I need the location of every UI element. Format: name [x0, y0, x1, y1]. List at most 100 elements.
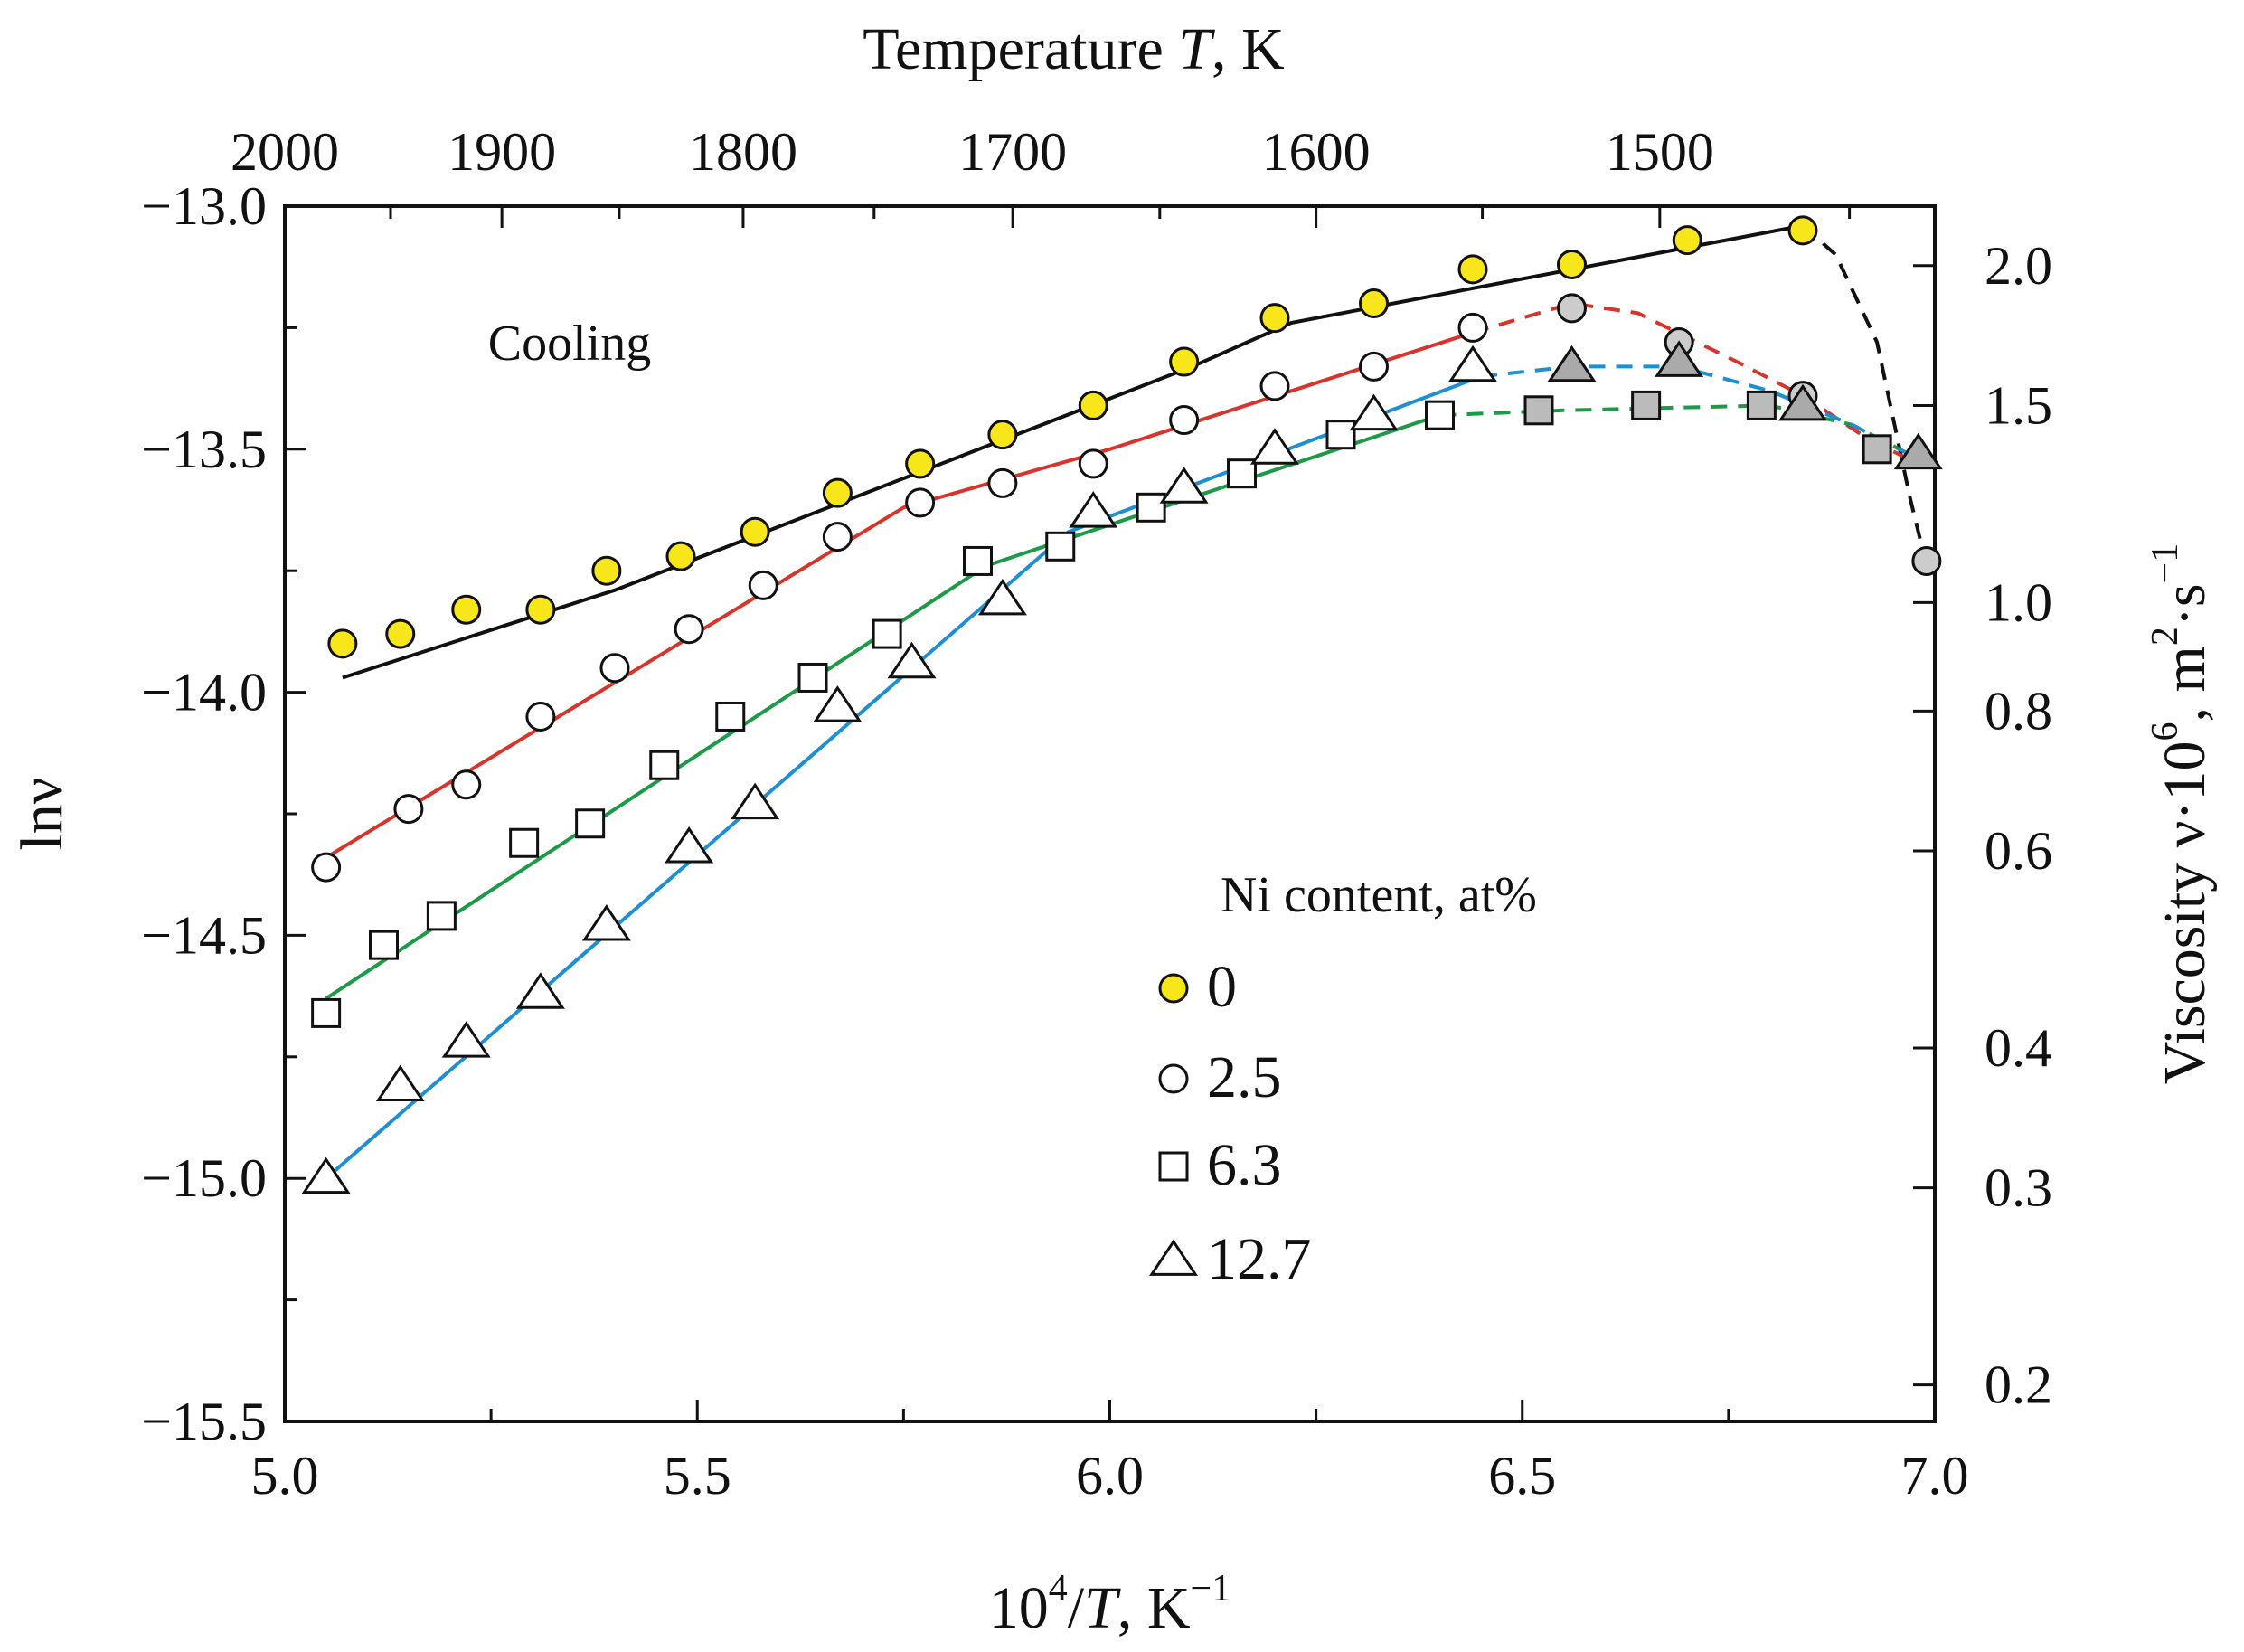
right-tick-label: 2.0: [1985, 236, 2052, 296]
x-tick-label: 6.5: [1488, 1446, 1556, 1506]
top-title-part: Temperature: [863, 16, 1178, 82]
y-tick-label: −15.0: [141, 1148, 267, 1208]
series-0-point: [327, 628, 358, 659]
series-3-point: [1349, 393, 1399, 431]
legend-entry-label: 0: [1207, 954, 1237, 1020]
series-1-point: [822, 522, 853, 552]
series-3-point: [1447, 345, 1498, 382]
x-title-superscript: −1: [1191, 1568, 1231, 1610]
x-title-part: /: [1068, 1575, 1085, 1641]
series-2-supercooled-point: [1746, 390, 1777, 420]
series-0-point: [591, 555, 622, 586]
right-axis-title: Viscosity ν·106, m2·s−1: [2145, 543, 2218, 1084]
labels-layer: 5.0 5.5 6.0 6.5 7.0 −13.0 −13.5 −14.0 −14.5 −15.0…: [9, 16, 2218, 1641]
right-tick-label: 0.4: [1985, 1018, 2052, 1078]
x-tick-label: 5.5: [664, 1446, 731, 1506]
series-0-point: [1557, 250, 1587, 280]
x-axis-title: 104/T, K−1: [989, 1568, 1230, 1641]
right-title-part: , m: [2152, 646, 2218, 722]
legend-marker-0: [1158, 973, 1189, 1004]
series-2-supercooled-point: [1631, 390, 1662, 420]
x-tick-label: 5.0: [251, 1446, 319, 1506]
series-1-point: [1259, 371, 1290, 401]
series-1-point: [393, 794, 424, 825]
right-tick-label: 0.2: [1985, 1355, 2052, 1415]
legend-entry-label: 12.7: [1207, 1226, 1312, 1292]
series-3-supercooled-point: [1777, 383, 1828, 421]
series-1-point: [1359, 351, 1389, 382]
right-title-superscript: 2: [2145, 627, 2186, 646]
series-0-point: [1359, 288, 1389, 319]
axes-layer: [283, 204, 1937, 1423]
series-0-supercooled-point: [1911, 545, 1942, 576]
series-1-point: [599, 653, 630, 684]
right-tick-label: 1.5: [1985, 375, 2052, 435]
y-tick-label: −13.0: [141, 176, 267, 236]
series-0-point: [905, 448, 936, 479]
series-3-point: [731, 782, 780, 820]
top-tick-label: 1600: [1262, 122, 1371, 182]
series-0-point: [1457, 254, 1488, 285]
series-3-point: [441, 1021, 491, 1058]
series-2-point: [715, 701, 746, 732]
top-tick-label: 1800: [689, 122, 797, 182]
legend-entry-label: 2.5: [1207, 1044, 1282, 1110]
x-title-variable: T: [1084, 1575, 1121, 1641]
series-2-point: [509, 827, 540, 858]
series-2-point: [1325, 420, 1356, 450]
series-1-point: [311, 852, 342, 883]
series-1-point: [525, 701, 556, 732]
series-3-point: [301, 1156, 351, 1194]
series-2-point: [1136, 492, 1166, 523]
right-title-part: ·s: [2152, 583, 2218, 627]
series-0-point: [665, 541, 696, 571]
right-tick-label: 1.0: [1985, 572, 2052, 632]
series-1-point: [748, 570, 778, 600]
series-0-point: [385, 618, 416, 649]
series-1-point: [674, 614, 704, 645]
series-0-point: [1672, 225, 1702, 256]
top-title-variable: T: [1178, 16, 1215, 82]
series-2-point: [369, 930, 399, 960]
right-title-part: Viscosity ν·10: [2152, 741, 2218, 1085]
series-1-point: [987, 467, 1018, 498]
series-0-point: [740, 516, 770, 547]
series-3-point: [581, 904, 631, 941]
series-3-point: [813, 685, 863, 722]
top-tick-label: 1500: [1606, 122, 1714, 182]
y-tick-label: −15.5: [141, 1392, 267, 1451]
legend-marker-2: [1158, 1151, 1189, 1182]
cooling-annotation: Cooling: [488, 316, 651, 372]
y-tick-label: −14.5: [141, 905, 267, 965]
series-3-fit-line: [325, 374, 1482, 1180]
series-3-point: [1249, 428, 1300, 465]
series-0-point: [1259, 303, 1290, 334]
series-0-point: [1787, 215, 1818, 246]
series-0-point: [451, 594, 482, 625]
series-1-supercooled-point: [1557, 293, 1587, 324]
series-2-point: [1227, 458, 1257, 489]
series-3-point: [375, 1064, 425, 1101]
series-2-point: [575, 808, 606, 839]
top-tick-label: 1700: [958, 122, 1067, 182]
series-3-point: [1069, 491, 1118, 528]
top-tick-label: 2000: [231, 122, 339, 182]
series-0-point: [987, 420, 1018, 450]
x-tick-label: 6.0: [1076, 1446, 1144, 1506]
series-2-supercooled-point: [1523, 395, 1554, 426]
series-3-point: [665, 826, 714, 864]
right-title-superscript: −1: [2145, 543, 2186, 584]
series-1-dashed-line: [1472, 301, 1919, 466]
series-3-dashed-line: [1480, 364, 1919, 461]
series-3-point: [977, 578, 1027, 616]
right-tick-label: 0.8: [1985, 681, 2052, 741]
series-3-supercooled-point: [1547, 345, 1597, 382]
x-tick-label: 7.0: [1901, 1446, 1969, 1506]
series-2-point: [1425, 400, 1455, 430]
legend-title: Ni content, at%: [1221, 867, 1537, 923]
top-title-part: , K: [1212, 16, 1285, 82]
series-2-point: [872, 618, 902, 649]
series-2-point: [963, 545, 993, 576]
y-axis-title: lnν: [9, 777, 75, 850]
